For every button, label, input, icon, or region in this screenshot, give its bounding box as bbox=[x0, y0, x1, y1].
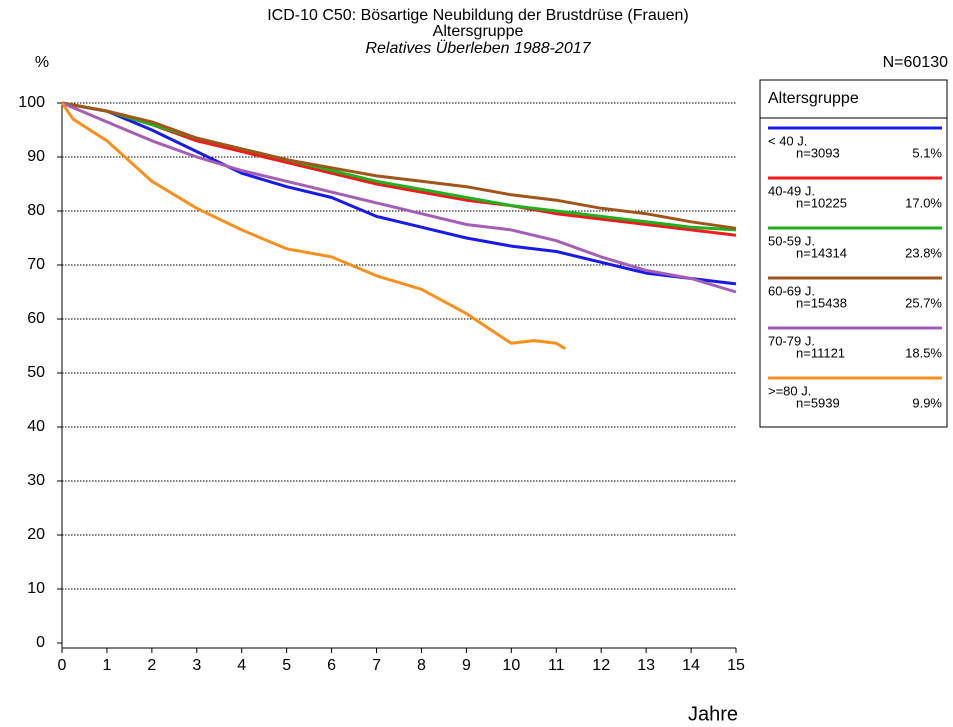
x-tick-label: 7 bbox=[372, 657, 381, 674]
x-tick-label: 5 bbox=[282, 657, 291, 674]
y-tick-label: 30 bbox=[27, 472, 45, 489]
x-tick-label: 1 bbox=[102, 657, 111, 674]
chart-subtitle: Relatives Überleben 1988-2017 bbox=[365, 39, 591, 57]
x-tick-label: 11 bbox=[548, 657, 565, 674]
survival-curve bbox=[60, 102, 567, 350]
legend-share: 5.1% bbox=[912, 145, 942, 160]
x-tick-label: 10 bbox=[502, 657, 520, 674]
survival-curve bbox=[61, 101, 737, 294]
legend-count: n=14314 bbox=[796, 245, 847, 260]
y-tick-label: 50 bbox=[27, 364, 45, 381]
legend-label: 70-79 J. bbox=[768, 333, 815, 348]
chart-title: Altersgruppe bbox=[433, 23, 524, 40]
chart-title: ICD-10 C50: Bösartige Neubildung der Bru… bbox=[267, 7, 689, 24]
legend-count: n=11121 bbox=[796, 345, 845, 360]
x-tick-label: 9 bbox=[462, 657, 471, 674]
y-tick-label: 20 bbox=[27, 526, 45, 543]
x-axis-label: Jahre bbox=[688, 703, 738, 725]
survival-curve bbox=[61, 101, 737, 230]
legend-label: >=80 J. bbox=[768, 383, 811, 398]
legend-title: Altersgruppe bbox=[768, 90, 859, 107]
legend-count: n=3093 bbox=[796, 145, 840, 160]
y-tick-label: 100 bbox=[18, 94, 45, 111]
legend-label: < 40 J. bbox=[768, 133, 807, 148]
x-tick-label: 12 bbox=[592, 657, 610, 674]
legend-share: 23.8% bbox=[905, 245, 942, 260]
x-tick-label: 15 bbox=[727, 657, 745, 674]
x-tick-label: 8 bbox=[417, 657, 426, 674]
legend-share: 17.0% bbox=[905, 195, 942, 210]
y-tick-label: 40 bbox=[27, 418, 45, 435]
x-tick-label: 13 bbox=[637, 657, 655, 674]
y-tick-label: 0 bbox=[36, 634, 45, 651]
total-count: N=60130 bbox=[883, 54, 948, 71]
legend-box bbox=[759, 79, 948, 428]
legend-share: 9.9% bbox=[912, 395, 942, 410]
x-tick-label: 2 bbox=[147, 657, 156, 674]
legend-label: 50-59 J. bbox=[768, 233, 815, 248]
legend-label: 40-49 J. bbox=[768, 183, 815, 198]
legend-count: n=5939 bbox=[796, 395, 840, 410]
y-tick-label: 70 bbox=[27, 256, 45, 273]
x-tick-label: 14 bbox=[682, 657, 700, 674]
legend-share: 18.5% bbox=[905, 345, 942, 360]
survival-curve bbox=[61, 101, 737, 286]
x-tick-label: 4 bbox=[237, 657, 246, 674]
y-tick-label: 60 bbox=[27, 310, 45, 327]
legend-count: n=10225 bbox=[796, 195, 847, 210]
y-tick-label: 10 bbox=[27, 580, 45, 597]
y-axis-label: % bbox=[35, 54, 49, 71]
y-tick-label: 90 bbox=[27, 148, 45, 165]
x-tick-label: 3 bbox=[192, 657, 201, 674]
x-tick-label: 0 bbox=[58, 657, 67, 674]
legend-share: 25.7% bbox=[905, 295, 942, 310]
x-tick-label: 6 bbox=[327, 657, 336, 674]
legend-label: 60-69 J. bbox=[768, 283, 815, 298]
survival-curve bbox=[61, 101, 737, 237]
y-tick-label: 80 bbox=[27, 202, 45, 219]
legend-count: n=15438 bbox=[796, 295, 847, 310]
